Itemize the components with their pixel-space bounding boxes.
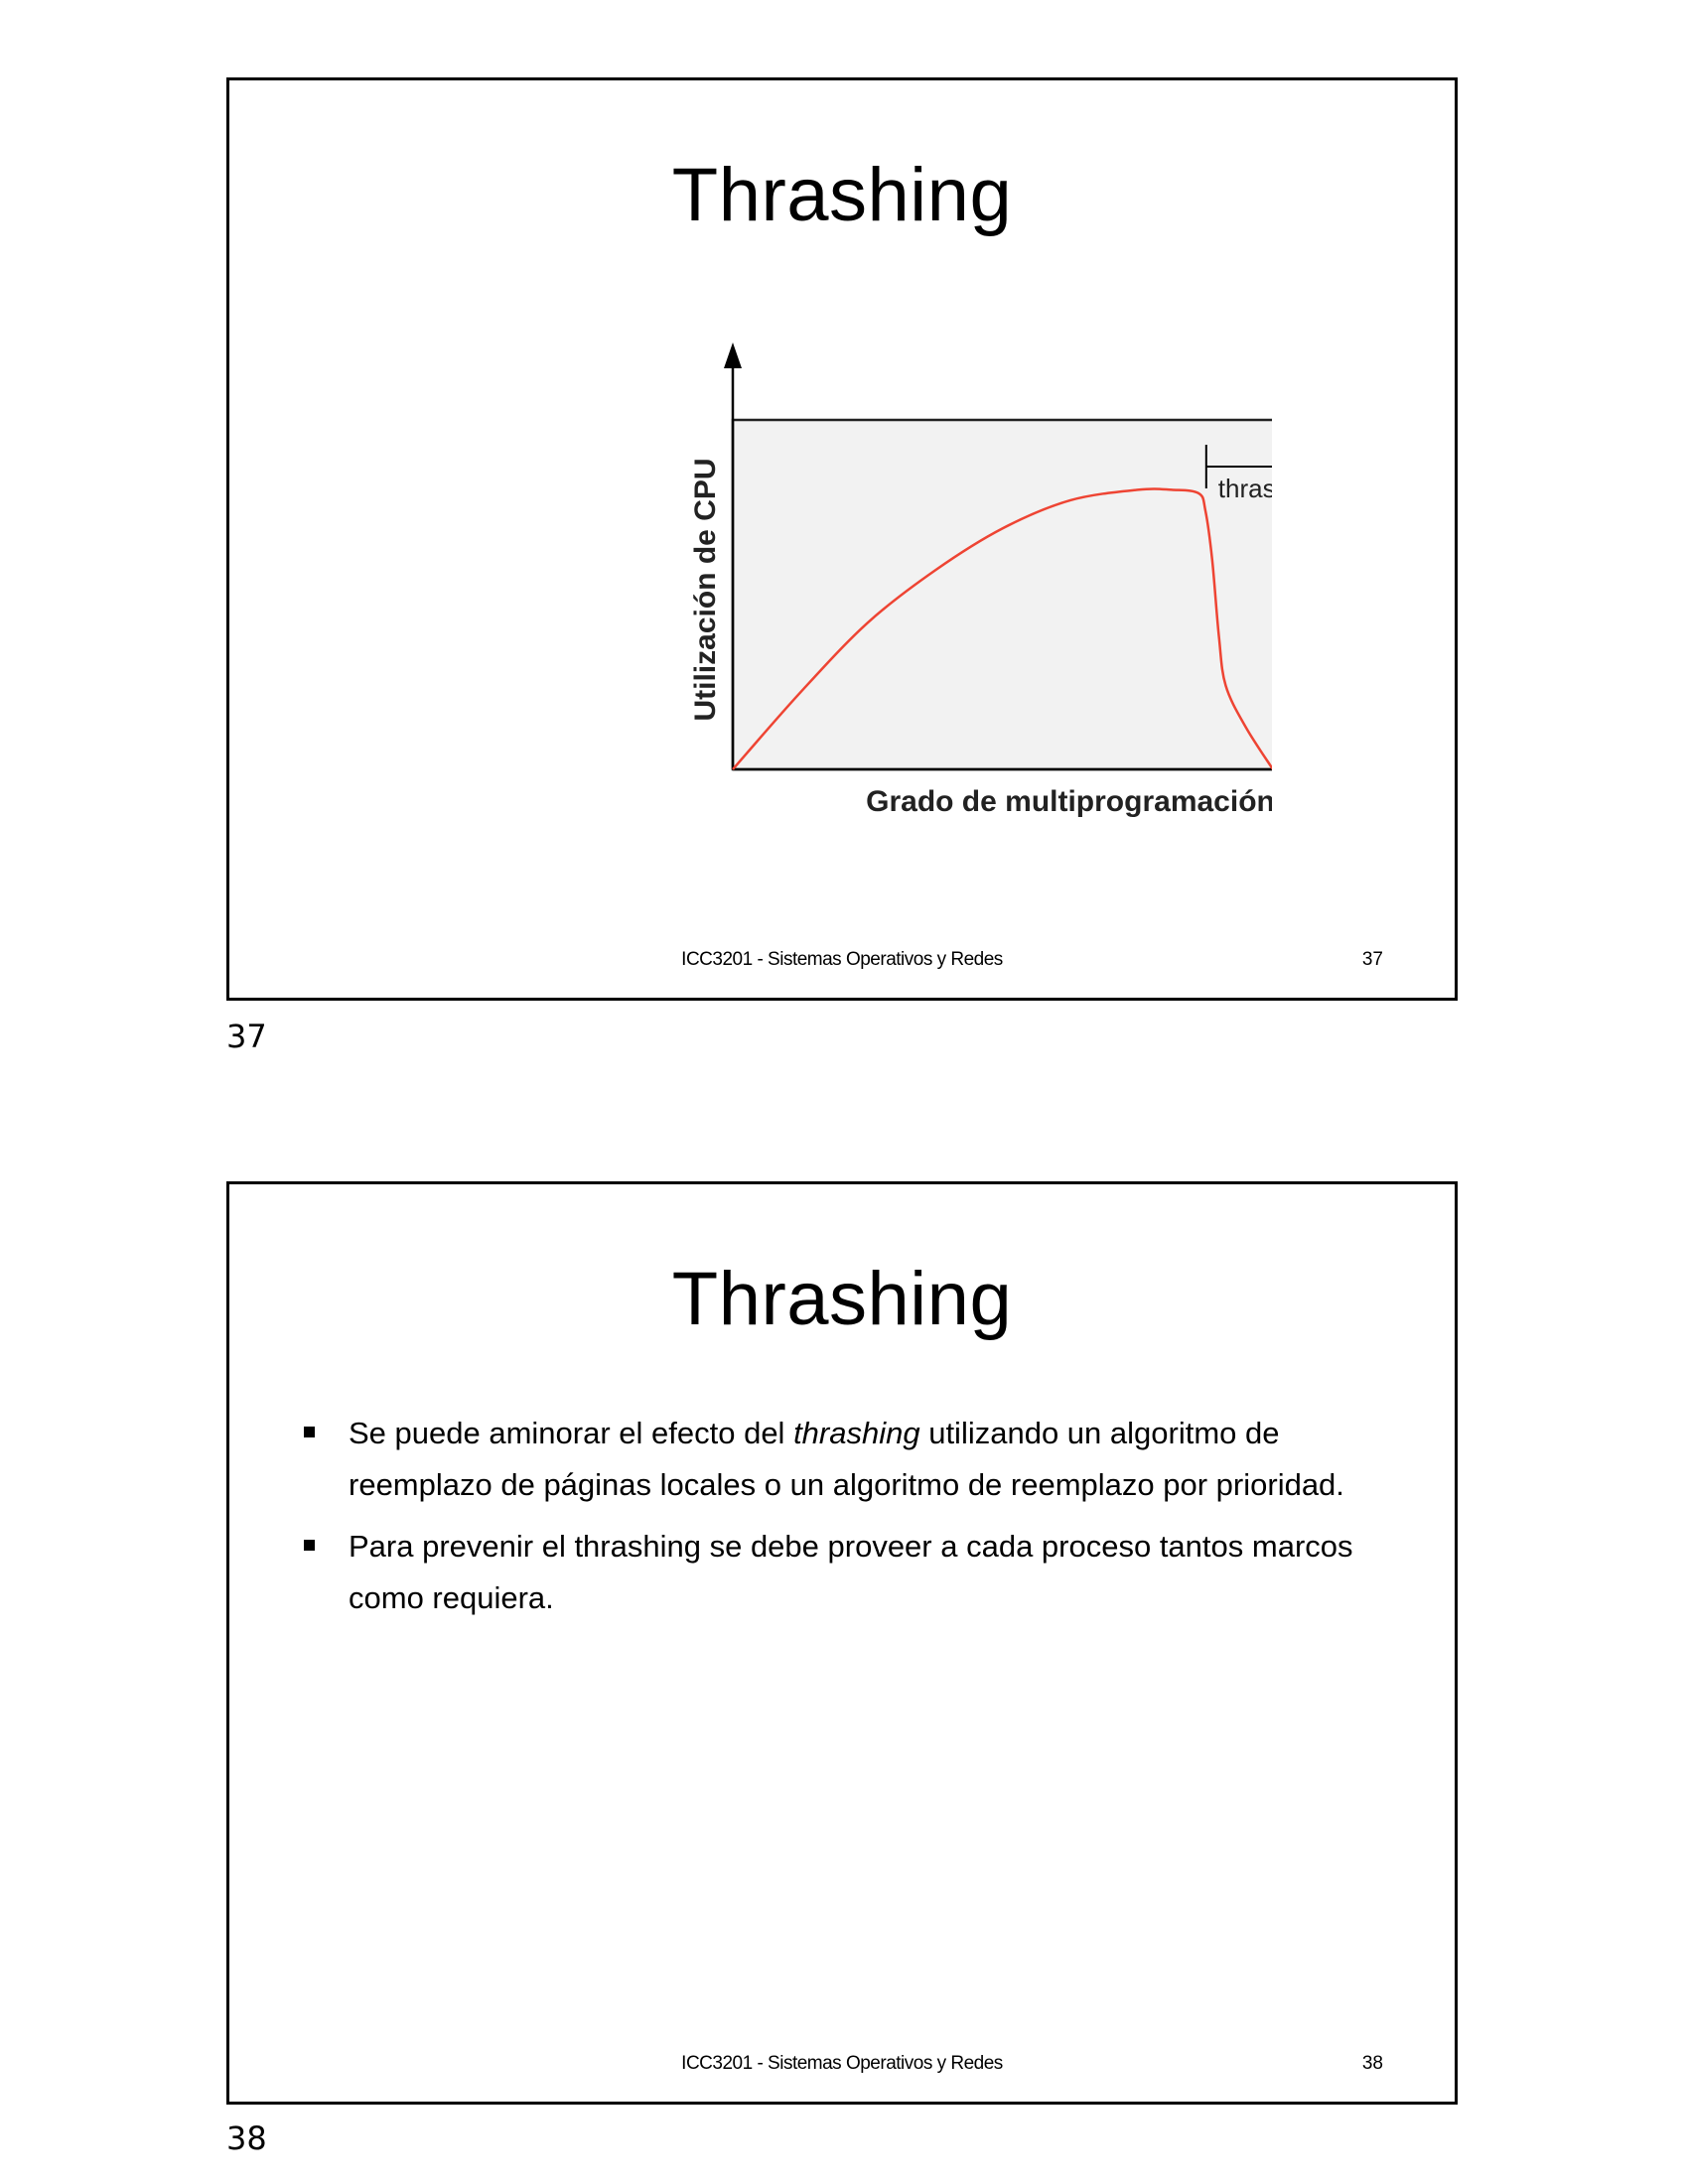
bullet-text-start: Se puede aminorar el efecto del xyxy=(349,1416,794,1450)
slide-title: Thrashing xyxy=(671,153,1013,237)
footer-course: ICC3201 - Sistemas Operativos y Redes xyxy=(681,949,1003,970)
y-axis-arrow xyxy=(724,342,742,368)
bullet-item: Para prevenir el thrashing se debe prove… xyxy=(299,1521,1411,1624)
slide-37: Thrashing thrashing Grado de multiprogra… xyxy=(226,77,1458,1001)
bullet-item: Se puede aminorar el efecto del thrashin… xyxy=(299,1408,1411,1511)
plot-area xyxy=(731,418,1272,771)
bullet-text-end: utilizando un algoritmo de reemplazo de … xyxy=(349,1416,1344,1502)
utilization-curve xyxy=(732,487,1272,770)
slide-38: Thrashing Se puede aminorar el efecto de… xyxy=(226,1181,1458,2105)
square-bullet-icon xyxy=(304,1540,315,1551)
thrashing-label: thrashing xyxy=(1218,474,1272,503)
cpu-utilization-chart: thrashing Grado de multiprogramación Uti… xyxy=(689,342,1272,818)
y-axis-label: Utilización de CPU xyxy=(689,458,722,721)
bullet-text: Para prevenir el thrashing se debe prove… xyxy=(349,1529,1353,1615)
square-bullet-icon xyxy=(304,1427,315,1437)
footer-slide-number: 38 xyxy=(1361,2053,1383,2074)
x-axis-label: Grado de multiprogramación xyxy=(866,785,1272,818)
footer-slide-number: 37 xyxy=(1361,949,1383,970)
bullet-emphasis: thrashing xyxy=(793,1416,920,1450)
page-number: 38 xyxy=(226,2119,267,2157)
footer-course: ICC3201 - Sistemas Operativos y Redes xyxy=(681,2053,1003,2074)
slide-title: Thrashing xyxy=(671,1257,1013,1341)
page-number: 37 xyxy=(226,1018,267,1055)
bullet-list: Se puede aminorar el efecto del thrashin… xyxy=(299,1408,1411,1634)
